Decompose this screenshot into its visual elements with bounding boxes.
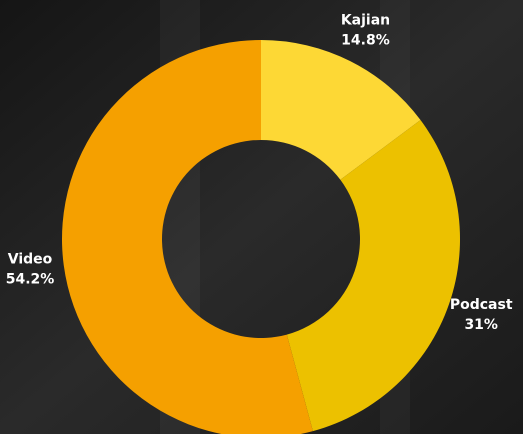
page: Kajian14.8%Podcast31%Video54.2% (() => {… [0, 0, 523, 434]
value-label: 14.8% [341, 33, 390, 49]
slice-label: Video [8, 252, 53, 268]
slice-label: Kajian [341, 13, 390, 29]
slice-label: Podcast [450, 297, 513, 313]
chart: Kajian 14.8% Podcast 31% Video 54.2% [0, 0, 523, 434]
value-label: 31% [464, 317, 498, 333]
value-label: 54.2% [6, 272, 55, 288]
